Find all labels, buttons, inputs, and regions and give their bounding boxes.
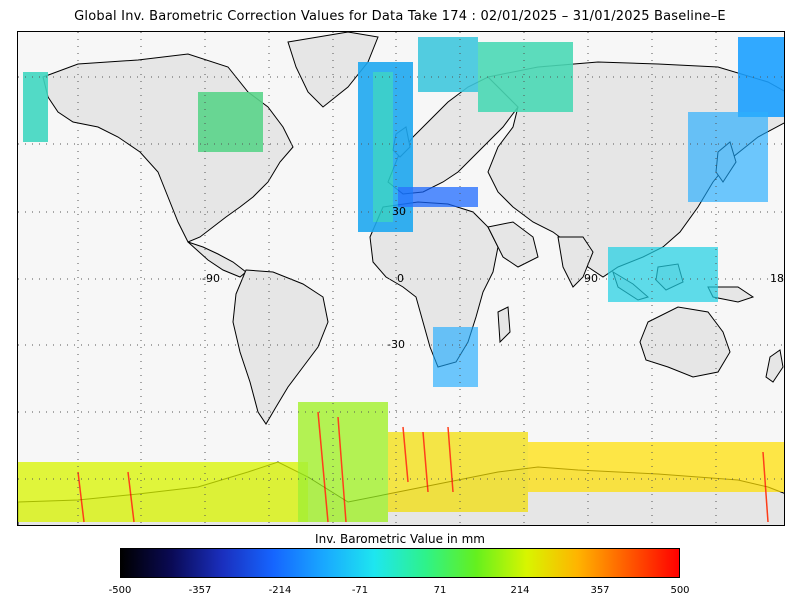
south-america-landmass <box>232 269 329 425</box>
data-swaths <box>18 37 784 523</box>
arabia-landmass <box>487 221 539 268</box>
new-zealand-landmass <box>765 349 784 383</box>
lat-label-neg30: -30 <box>387 338 405 351</box>
colorbar-tick-label: -500 <box>108 585 132 596</box>
lon-label-0: 0 <box>397 272 404 285</box>
lat-label-30: 30 <box>392 205 406 218</box>
colorbar-tick-label: 500 <box>670 585 690 596</box>
colorbar-tick-label: -71 <box>351 585 369 596</box>
map-frame: 30 -30 -90 0 90 180 <box>17 31 785 526</box>
map-title: Global Inv. Barometric Correction Values… <box>74 9 726 24</box>
lon-label-neg90: -90 <box>202 272 220 285</box>
colorbar-tick-label: -357 <box>188 585 212 596</box>
lon-label-90: 90 <box>584 272 598 285</box>
australia-landmass <box>639 306 731 378</box>
colorbar <box>120 548 680 578</box>
colorbar-tick-label: 357 <box>590 585 610 596</box>
colorbar-tick-label: -214 <box>268 585 292 596</box>
madagascar-landmass <box>497 306 511 344</box>
world-map: 30 -30 -90 0 90 180 <box>18 32 785 525</box>
colorbar-tick-label: 71 <box>433 585 447 596</box>
greenland-landmass <box>287 32 379 108</box>
india-landmass <box>557 236 594 288</box>
colorbar-tick-label: 214 <box>510 585 530 596</box>
colorbar-title: Inv. Barometric Value in mm <box>315 532 485 546</box>
lon-label-180: 180 <box>770 272 785 285</box>
